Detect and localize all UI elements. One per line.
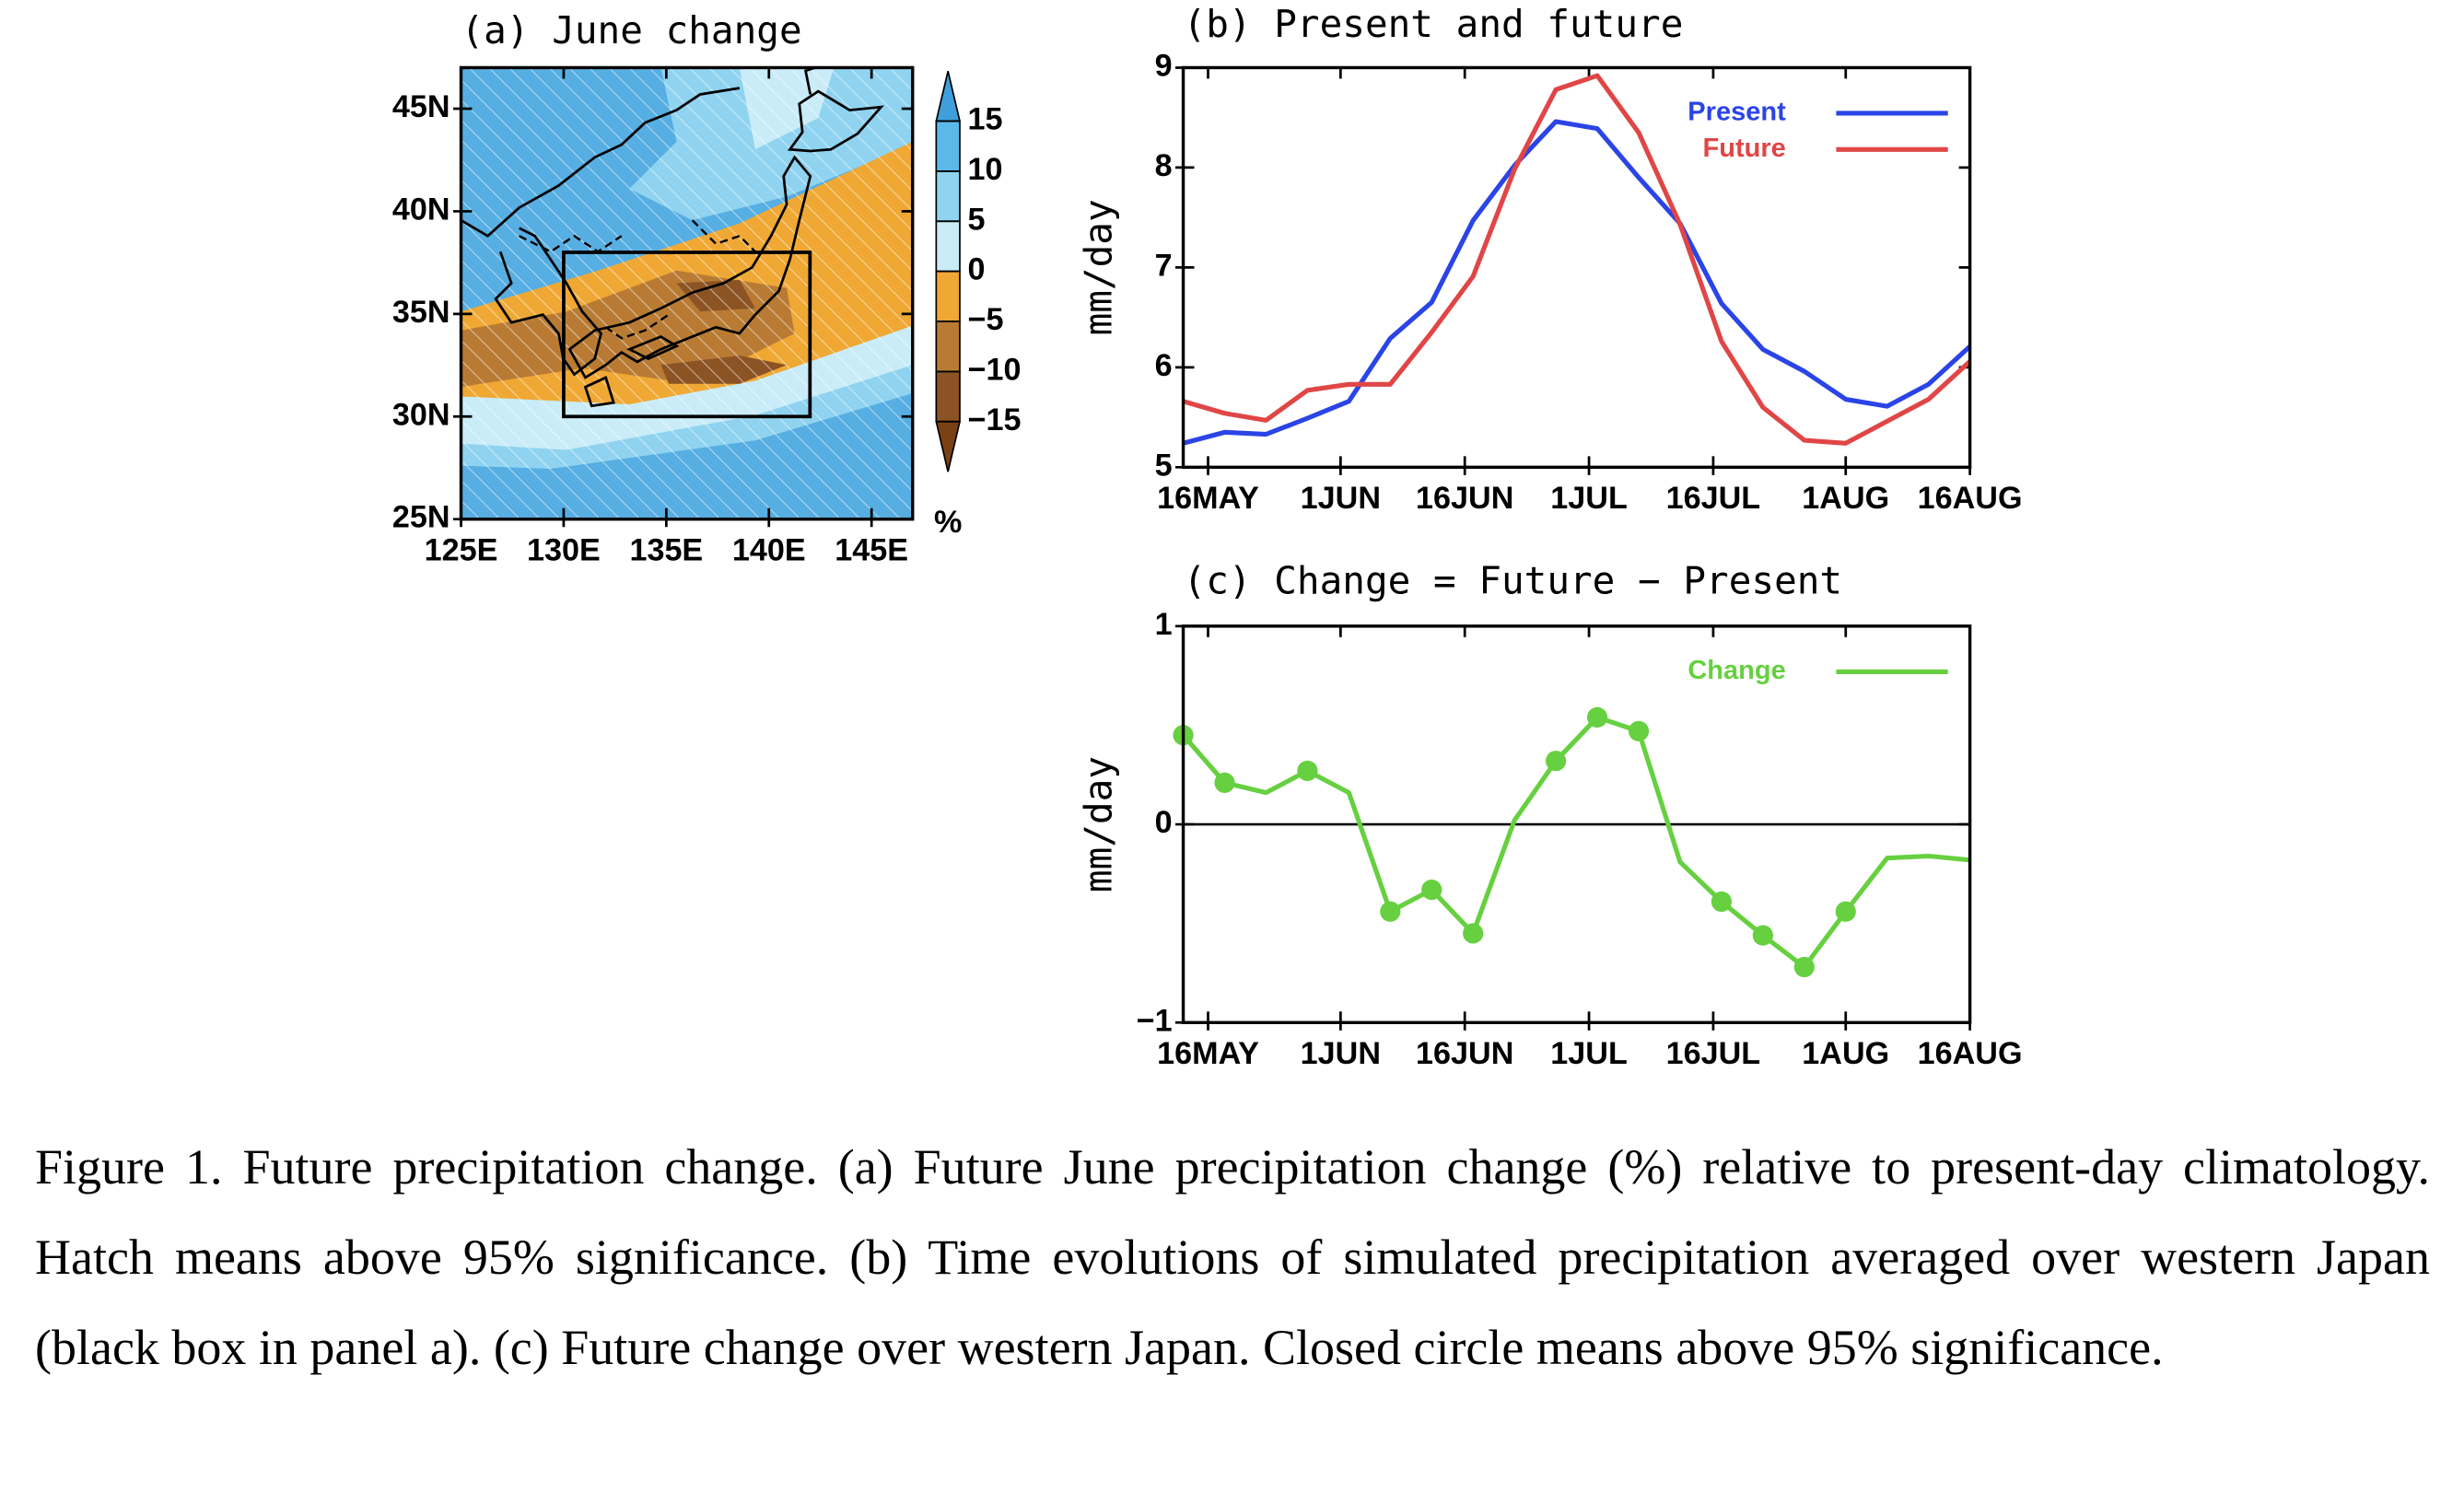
series-line	[1181, 715, 1970, 970]
colorbar-segment	[935, 270, 961, 322]
significance-marker	[1297, 760, 1318, 782]
x-tick-label: 1JUN	[1301, 481, 1381, 516]
x-tick-label: 16AUG	[1918, 1036, 2023, 1071]
significance-marker	[1628, 720, 1650, 742]
x-tick-label: 1AUG	[1802, 481, 1889, 516]
y-axis-label: mm/day	[1077, 199, 1121, 335]
y-tick-label: 7	[1155, 248, 1173, 283]
significance-marker	[1752, 925, 1773, 946]
x-tick-label: 16JUN	[1416, 1036, 1513, 1071]
colorbar-label: 5	[968, 202, 986, 237]
legend-label: Present	[1687, 98, 1786, 127]
y-tick-label: −1	[1137, 1003, 1173, 1038]
x-tick-label: 16MAY	[1157, 1036, 1259, 1071]
legend-label: Future	[1702, 134, 1785, 163]
y-tick-label: 1	[1155, 607, 1173, 642]
frame	[459, 65, 915, 521]
significance-marker	[1214, 772, 1235, 793]
x-tick-label: 16AUG	[1918, 481, 2023, 516]
colorbar-segment	[935, 420, 962, 472]
x-tick-label: 1JUN	[1301, 1036, 1381, 1071]
map-field	[461, 67, 913, 519]
coastline	[567, 155, 812, 408]
significance-marker	[1546, 751, 1567, 772]
y-tick-label: 9	[1155, 48, 1173, 83]
x-tick-label: 16JUL	[1666, 1036, 1761, 1071]
colorbar-segment	[935, 370, 961, 423]
y-tick-label: 25N	[392, 500, 450, 535]
y-tick-label: 30N	[392, 397, 450, 432]
colorbar-label: 10	[968, 152, 1003, 187]
colorbar-label: −15	[968, 402, 1022, 437]
region-box	[562, 251, 812, 419]
y-tick-label: 5	[1155, 448, 1173, 483]
x-tick-label: 130E	[527, 533, 601, 568]
colorbar-segment	[935, 170, 961, 223]
coastline	[461, 87, 741, 377]
chart-title: (b) Present and future	[1184, 2, 1684, 46]
colorbar-segment	[935, 321, 961, 373]
colorbar-unit: %	[934, 505, 962, 540]
significance-marker	[1421, 879, 1442, 901]
y-tick-label: 45N	[392, 89, 450, 124]
x-tick-label: 16MAY	[1157, 481, 1259, 516]
colorbar-label: −10	[968, 352, 1022, 387]
x-tick-label: 16JUN	[1416, 481, 1513, 516]
y-axis-label: mm/day	[1077, 756, 1121, 892]
y-tick-label: 0	[1155, 805, 1173, 840]
series-line	[1182, 73, 1972, 446]
legend-label: Change	[1687, 656, 1785, 685]
significance-marker	[1463, 923, 1484, 944]
colorbar-segment	[935, 70, 962, 122]
x-tick-label: 125E	[425, 533, 498, 568]
colorbar-label: −5	[968, 302, 1004, 337]
significance-marker	[1835, 901, 1856, 922]
series-line	[1182, 119, 1972, 446]
colorbar-label: 15	[968, 102, 1003, 137]
frame	[1181, 65, 1972, 470]
significance-marker	[1793, 956, 1815, 978]
y-tick-label: 40N	[392, 192, 450, 227]
frame	[1181, 624, 1972, 1024]
x-tick-label: 1JUL	[1550, 1036, 1628, 1071]
chart-title: (c) Change = Future − Present	[1184, 559, 1843, 603]
significance-marker	[1711, 891, 1733, 913]
x-tick-label: 145E	[835, 533, 908, 568]
significance-marker	[1586, 706, 1608, 728]
x-tick-label: 135E	[629, 533, 703, 568]
y-tick-label: 6	[1155, 348, 1173, 383]
x-tick-label: 16JUL	[1666, 481, 1761, 516]
border	[519, 219, 756, 340]
y-tick-label: 8	[1155, 148, 1173, 183]
hatch	[461, 67, 913, 519]
x-tick-label: 140E	[732, 533, 806, 568]
colorbar-segment	[935, 220, 961, 273]
x-tick-label: 1JUL	[1550, 481, 1628, 516]
significance-marker	[1380, 901, 1401, 922]
x-tick-label: 1AUG	[1802, 1036, 1889, 1071]
colorbar-segment	[935, 120, 961, 172]
colorbar-label: 0	[968, 252, 986, 287]
y-tick-label: 35N	[392, 295, 450, 330]
chart-title: (a) June change	[461, 8, 802, 52]
caption: Figure 1. Future precipitation change. (…	[35, 1139, 2430, 1375]
